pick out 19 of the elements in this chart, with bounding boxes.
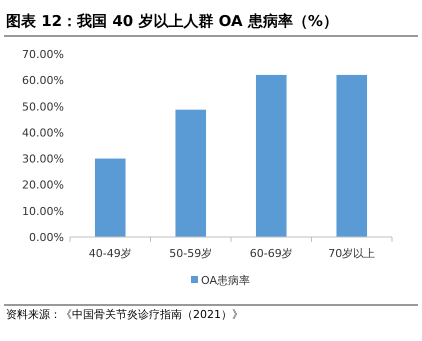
y-tick-label: 60.00% (22, 74, 64, 88)
x-tick-label: 60-69岁 (250, 247, 293, 260)
chart-title: 图表 12：我国 40 岁以上人群 OA 患病率（%） (6, 12, 338, 30)
bar (175, 110, 206, 237)
y-tick-label: 20.00% (22, 178, 64, 192)
legend-label: OA患病率 (201, 274, 250, 287)
x-tick-label: 70岁以上 (328, 247, 376, 260)
y-tick-label: 0.00% (29, 231, 64, 244)
x-tick-label: 50-59岁 (169, 247, 212, 260)
y-tick-label: 10.00% (22, 204, 64, 218)
bar (94, 158, 126, 237)
y-tick-label: 70.00% (22, 48, 64, 61)
x-tick-label: 40-49岁 (88, 247, 132, 260)
text: 资料来源：《中国骨关节炎诊疗指南（2021）》 (6, 308, 243, 321)
y-tick-label: 30.00% (22, 152, 64, 166)
y-tick-label: 50.00% (22, 100, 64, 114)
y-tick-label: 40.00% (22, 126, 64, 140)
bar (256, 74, 287, 237)
bar (336, 74, 368, 237)
